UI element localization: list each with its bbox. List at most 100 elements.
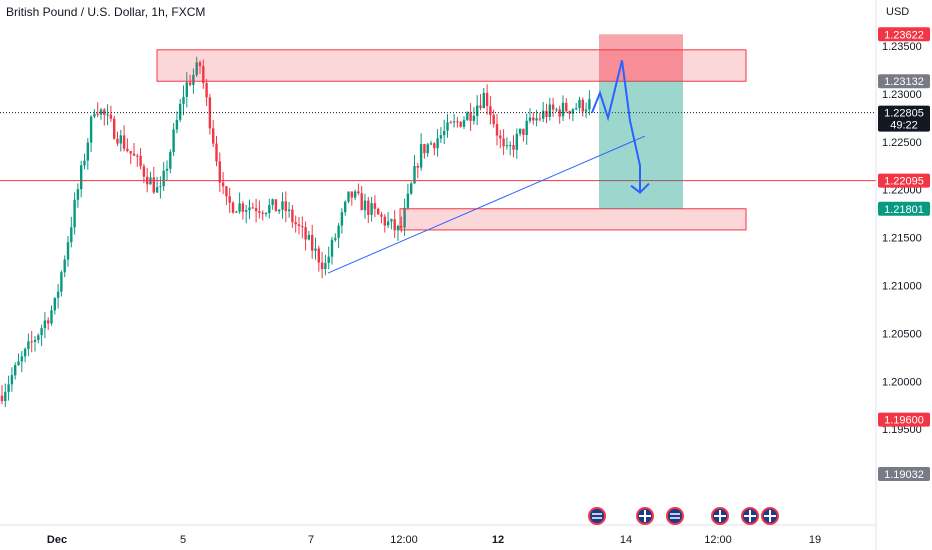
candle-body	[416, 166, 419, 168]
candle-body	[423, 144, 426, 154]
candle-body	[383, 216, 386, 226]
gb-event-icon[interactable]	[761, 507, 779, 525]
candle-body	[535, 118, 538, 121]
candle-body	[396, 226, 400, 231]
projected-arrowhead	[630, 182, 650, 194]
candle-body	[155, 187, 159, 193]
price-badge-label: 1.21801	[884, 204, 924, 216]
candle-body	[568, 111, 571, 114]
candle-body	[165, 168, 169, 171]
candle-body	[426, 144, 429, 154]
candle-body	[393, 219, 396, 231]
chart-title: British Pound / U.S. Dollar, 1h, FXCM	[6, 5, 205, 19]
candle-body	[357, 191, 360, 194]
candle-body	[182, 96, 185, 104]
candle-body	[195, 62, 198, 75]
candle-body	[327, 256, 330, 263]
time-tick-label: 7	[308, 534, 314, 546]
candle-body	[122, 135, 126, 149]
candle-body	[360, 193, 363, 211]
candle-body	[231, 202, 235, 213]
candle-body	[142, 166, 146, 177]
time-tick-label: 14	[620, 534, 632, 546]
candle-body	[278, 209, 281, 212]
candle-body	[499, 135, 502, 139]
candle-body	[476, 105, 479, 116]
candle-body	[324, 262, 327, 269]
candle-body	[23, 348, 27, 357]
candle-body	[522, 128, 525, 135]
candle-body	[268, 205, 271, 213]
price-tick-label: 1.21000	[882, 280, 922, 292]
candle-body	[558, 109, 561, 117]
candle-body	[129, 151, 132, 154]
candle-body	[439, 135, 443, 139]
candle-body	[126, 148, 129, 151]
candle-body	[109, 114, 113, 119]
plot-area[interactable]	[0, 56, 591, 408]
candle-body	[502, 138, 505, 147]
candle-body	[63, 259, 66, 273]
candle-body	[281, 201, 284, 210]
candle-body	[287, 209, 291, 212]
candle-body	[139, 155, 142, 167]
us-event-icon[interactable]	[666, 507, 684, 525]
candle-body	[575, 108, 578, 110]
candle-body	[238, 203, 241, 212]
drawings[interactable]	[0, 34, 876, 274]
candle-body	[545, 110, 548, 117]
candle-body	[218, 161, 221, 183]
candle-body	[248, 207, 251, 211]
price-tick-label: 1.23000	[882, 89, 922, 101]
candle-body	[532, 117, 535, 121]
candle-body	[172, 129, 175, 152]
candle-body	[304, 227, 307, 240]
trendline[interactable]	[327, 135, 646, 274]
candle-body	[377, 208, 380, 215]
price-badge-label: 1.22805	[884, 108, 924, 120]
price-tick-label: 1.19500	[882, 424, 922, 436]
candle-body	[542, 110, 545, 119]
candle-body	[330, 239, 334, 257]
gb-event-icon[interactable]	[741, 507, 759, 525]
price-badge	[878, 27, 930, 42]
candle-body	[202, 66, 205, 84]
gb-event-icon[interactable]	[636, 507, 654, 525]
candle-body	[400, 226, 403, 228]
candle-body	[66, 242, 70, 260]
candle-body	[317, 248, 320, 263]
candle-body	[337, 225, 340, 238]
price-tick-label: 1.23500	[882, 41, 922, 53]
candle-body	[485, 93, 489, 107]
stop-loss-area[interactable]	[599, 34, 683, 82]
support-zone[interactable]	[399, 208, 747, 231]
candle-body	[119, 135, 122, 144]
time-tick-label: Dec	[47, 534, 67, 546]
candle-body	[0, 395, 4, 401]
candle-body	[314, 248, 317, 251]
candle-body	[271, 199, 274, 205]
projected-path[interactable]	[591, 60, 641, 193]
candle-body	[353, 191, 357, 198]
us-event-icon[interactable]	[588, 507, 606, 525]
candle-body	[116, 138, 119, 144]
candle-body	[162, 170, 165, 187]
candle-body	[390, 219, 393, 222]
candle-body	[446, 122, 449, 131]
candle-body	[76, 189, 80, 200]
candle-body	[198, 62, 202, 67]
candle-body	[70, 227, 73, 243]
candle-body	[466, 112, 469, 121]
resistance-zone[interactable]	[156, 49, 747, 82]
candle-body	[373, 203, 377, 209]
candle-body	[462, 120, 466, 127]
candle-body	[80, 165, 83, 190]
candle-body	[132, 153, 136, 156]
candle-body	[469, 112, 472, 121]
candle-body	[297, 224, 301, 227]
gb-event-icon[interactable]	[711, 507, 729, 525]
candle-body	[221, 182, 225, 187]
time-tick-label: 12:00	[704, 534, 732, 546]
